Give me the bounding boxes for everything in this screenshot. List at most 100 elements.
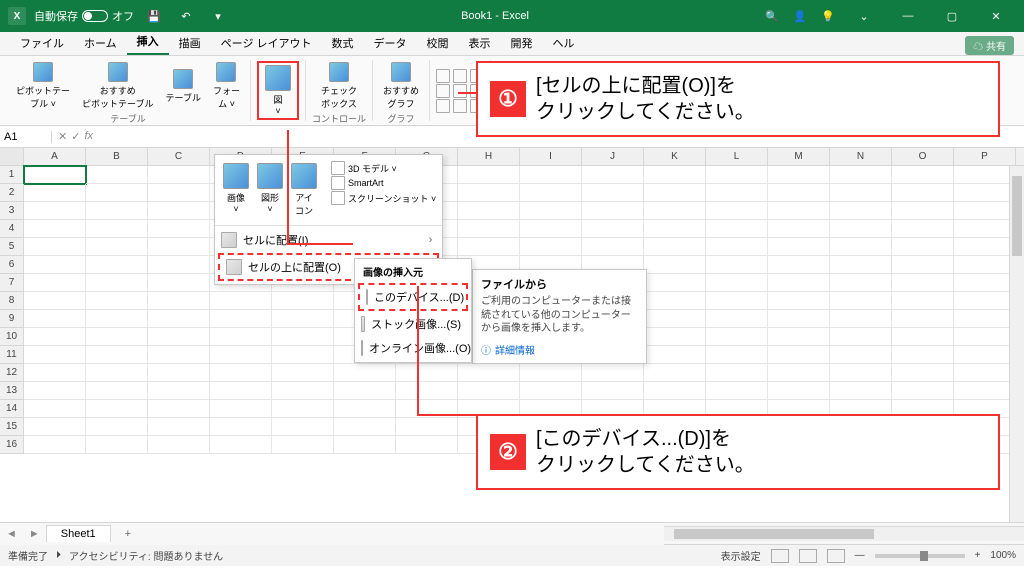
- cell[interactable]: [458, 184, 520, 202]
- cell[interactable]: [892, 346, 954, 364]
- cell[interactable]: [954, 328, 1016, 346]
- cell[interactable]: [272, 364, 334, 382]
- cell[interactable]: [706, 274, 768, 292]
- cell[interactable]: [396, 418, 458, 436]
- cell[interactable]: [396, 364, 458, 382]
- row-header[interactable]: 5: [0, 238, 24, 256]
- stock-images-menuitem[interactable]: ストック画像...(S): [355, 312, 471, 336]
- cell[interactable]: [830, 346, 892, 364]
- cell[interactable]: [210, 364, 272, 382]
- cell[interactable]: [954, 184, 1016, 202]
- minimize-icon[interactable]: —: [888, 0, 928, 32]
- cell[interactable]: [86, 166, 148, 184]
- cell[interactable]: [520, 184, 582, 202]
- cell[interactable]: [86, 220, 148, 238]
- recommended-chart-button[interactable]: おすすめ グラフ: [379, 60, 423, 112]
- cell[interactable]: [892, 166, 954, 184]
- cell[interactable]: [892, 274, 954, 292]
- cell[interactable]: [458, 382, 520, 400]
- cell[interactable]: [768, 166, 830, 184]
- cell[interactable]: [210, 310, 272, 328]
- cell[interactable]: [954, 310, 1016, 328]
- save-icon[interactable]: 💾: [142, 4, 166, 28]
- cell[interactable]: [24, 346, 86, 364]
- cell[interactable]: [830, 166, 892, 184]
- cell[interactable]: [148, 346, 210, 364]
- cell[interactable]: [86, 292, 148, 310]
- row-header[interactable]: 16: [0, 436, 24, 454]
- cell[interactable]: [582, 364, 644, 382]
- row-header[interactable]: 14: [0, 400, 24, 418]
- tab-描画[interactable]: 描画: [169, 31, 211, 55]
- checkbox-button[interactable]: チェック ボックス: [317, 60, 361, 112]
- share-button[interactable]: ☁ 共有: [965, 36, 1014, 55]
- cell[interactable]: [644, 256, 706, 274]
- cell[interactable]: [644, 202, 706, 220]
- recommended-pivot-button[interactable]: おすすめ ピボットテーブル: [78, 60, 157, 112]
- row-header[interactable]: 2: [0, 184, 24, 202]
- cell[interactable]: [148, 400, 210, 418]
- cell[interactable]: [768, 202, 830, 220]
- cell[interactable]: [148, 292, 210, 310]
- undo-icon[interactable]: ↶: [174, 4, 198, 28]
- cell[interactable]: [272, 436, 334, 454]
- cell[interactable]: [644, 346, 706, 364]
- cell[interactable]: [24, 328, 86, 346]
- cell[interactable]: [644, 274, 706, 292]
- cell[interactable]: [706, 346, 768, 364]
- cell[interactable]: [768, 364, 830, 382]
- cell[interactable]: [582, 382, 644, 400]
- cell[interactable]: [830, 310, 892, 328]
- cell[interactable]: [892, 220, 954, 238]
- screenshot-button[interactable]: スクリーンショット ˅: [331, 191, 436, 205]
- cell[interactable]: [768, 310, 830, 328]
- cell[interactable]: [210, 400, 272, 418]
- cell[interactable]: [892, 364, 954, 382]
- column-header[interactable]: I: [520, 148, 582, 165]
- cell[interactable]: [148, 220, 210, 238]
- cell[interactable]: [954, 220, 1016, 238]
- vertical-scrollbar[interactable]: [1009, 166, 1024, 522]
- cell[interactable]: [706, 166, 768, 184]
- cell[interactable]: [148, 364, 210, 382]
- select-all-corner[interactable]: [0, 148, 24, 165]
- column-header[interactable]: K: [644, 148, 706, 165]
- cell[interactable]: [148, 310, 210, 328]
- cell[interactable]: [148, 382, 210, 400]
- cell[interactable]: [892, 328, 954, 346]
- this-device-menuitem[interactable]: このデバイス...(D): [360, 285, 466, 309]
- cell[interactable]: [272, 292, 334, 310]
- zoom-level[interactable]: 100%: [990, 550, 1016, 561]
- cell[interactable]: [210, 328, 272, 346]
- chart-type-icon[interactable]: [436, 84, 450, 98]
- icons-button[interactable]: アイ コン: [287, 161, 321, 219]
- cell[interactable]: [148, 274, 210, 292]
- cell[interactable]: [86, 364, 148, 382]
- cell[interactable]: [86, 202, 148, 220]
- column-header[interactable]: N: [830, 148, 892, 165]
- cell[interactable]: [830, 328, 892, 346]
- cell[interactable]: [892, 256, 954, 274]
- ribbon-display-icon[interactable]: ⌄: [844, 0, 884, 32]
- name-box[interactable]: A1: [0, 131, 52, 143]
- cell[interactable]: [582, 166, 644, 184]
- cell[interactable]: [954, 346, 1016, 364]
- row-header[interactable]: 9: [0, 310, 24, 328]
- cell[interactable]: [892, 238, 954, 256]
- online-pictures-menuitem[interactable]: オンライン画像...(O): [355, 336, 471, 360]
- cell[interactable]: [644, 328, 706, 346]
- pivot-table-button[interactable]: ピボットテー ブル ˅: [12, 60, 74, 112]
- tab-データ[interactable]: データ: [364, 31, 417, 55]
- cell[interactable]: [210, 292, 272, 310]
- add-sheet-button[interactable]: +: [111, 526, 145, 542]
- column-header[interactable]: B: [86, 148, 148, 165]
- maximize-icon[interactable]: ▢: [932, 0, 972, 32]
- row-header[interactable]: 15: [0, 418, 24, 436]
- cell[interactable]: [954, 166, 1016, 184]
- tab-ファイル[interactable]: ファイル: [10, 31, 74, 55]
- cell[interactable]: [86, 436, 148, 454]
- cell[interactable]: [86, 256, 148, 274]
- column-header[interactable]: H: [458, 148, 520, 165]
- page-break-view-icon[interactable]: [827, 549, 845, 563]
- cell[interactable]: [148, 436, 210, 454]
